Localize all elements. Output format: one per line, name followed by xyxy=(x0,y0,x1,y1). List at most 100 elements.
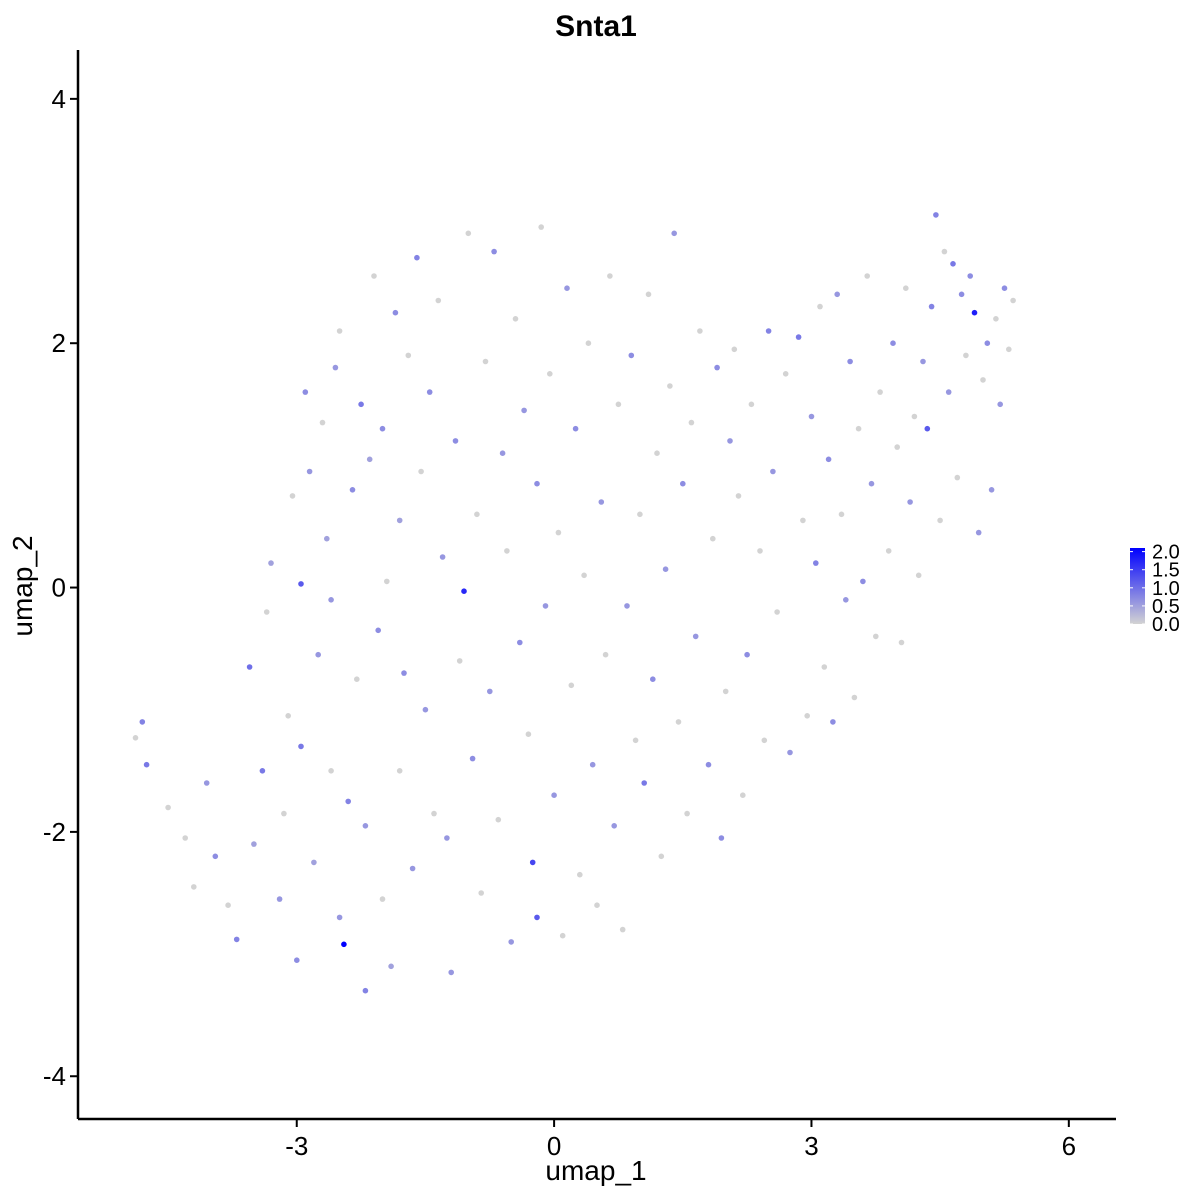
data-point xyxy=(718,835,725,841)
data-point xyxy=(838,511,845,518)
data-point xyxy=(375,627,382,634)
data-point xyxy=(512,316,519,322)
data-point xyxy=(521,407,527,414)
data-point xyxy=(834,291,840,298)
data-point xyxy=(358,401,364,408)
data-point xyxy=(1010,297,1016,304)
chart-title: Snta1 xyxy=(555,10,637,43)
y-tick-label: -2 xyxy=(43,817,66,847)
colorbar-gradient xyxy=(1130,548,1145,624)
data-point xyxy=(684,810,690,817)
data-point xyxy=(813,560,819,566)
data-point xyxy=(401,670,407,676)
data-point xyxy=(761,737,768,744)
data-point xyxy=(928,303,935,310)
y-axis-ticks: -4 -2 0 2 4 xyxy=(43,84,78,1091)
data-point xyxy=(851,694,858,701)
data-point xyxy=(911,413,918,420)
data-point xyxy=(890,340,896,347)
data-point xyxy=(529,859,536,866)
data-point xyxy=(349,487,356,493)
data-point xyxy=(628,352,635,359)
data-point xyxy=(800,517,806,524)
data-point xyxy=(517,639,523,646)
colorbar-label: 0.0 xyxy=(1152,614,1180,636)
data-point xyxy=(945,389,952,395)
data-point xyxy=(920,358,926,365)
colorbar-label: 0.5 xyxy=(1152,596,1180,618)
colorbar-label: 1.5 xyxy=(1152,560,1180,582)
data-point xyxy=(937,517,943,524)
data-point xyxy=(233,936,240,943)
data-point xyxy=(740,792,746,798)
data-point xyxy=(525,731,532,737)
data-point xyxy=(379,425,386,432)
data-point xyxy=(864,273,870,279)
data-point xyxy=(675,719,682,725)
data-point xyxy=(555,529,562,536)
data-point xyxy=(465,230,472,237)
data-point xyxy=(491,248,497,255)
data-point xyxy=(332,364,339,371)
data-point xyxy=(289,493,296,499)
data-point xyxy=(474,511,480,518)
data-point xyxy=(658,853,665,860)
data-point xyxy=(988,487,995,493)
data-point xyxy=(371,273,377,279)
data-point xyxy=(873,633,879,640)
data-point xyxy=(315,651,322,658)
data-point xyxy=(431,810,437,817)
data-point xyxy=(191,884,197,890)
data-point xyxy=(774,609,780,615)
data-point xyxy=(744,651,750,658)
data-point xyxy=(281,810,287,817)
data-point xyxy=(392,309,399,316)
data-point xyxy=(731,346,738,353)
data-point xyxy=(980,377,986,383)
data-point xyxy=(619,926,626,933)
data-point xyxy=(324,535,330,542)
data-point xyxy=(448,969,455,976)
data-point xyxy=(409,865,416,872)
data-point xyxy=(139,719,146,725)
data-point xyxy=(487,688,493,695)
data-point xyxy=(452,438,459,444)
data-point xyxy=(319,419,326,426)
data-point xyxy=(585,340,592,347)
data-point xyxy=(341,941,347,948)
data-point xyxy=(787,749,793,756)
data-point xyxy=(714,364,720,371)
x-tick-label: 6 xyxy=(1062,1131,1076,1161)
data-point xyxy=(547,371,553,377)
data-point xyxy=(388,963,394,970)
data-point xyxy=(482,358,489,365)
data-point xyxy=(551,792,557,798)
data-point xyxy=(263,609,270,615)
data-point xyxy=(825,456,832,463)
data-point xyxy=(259,768,266,774)
data-point xyxy=(354,676,360,682)
data-point xyxy=(843,597,849,603)
data-point xyxy=(1006,346,1012,353)
data-point xyxy=(645,291,652,298)
data-point xyxy=(405,352,412,359)
data-point xyxy=(602,651,609,658)
data-point xyxy=(975,529,982,536)
data-point xyxy=(967,273,973,279)
data-point xyxy=(298,581,304,587)
data-point xyxy=(615,401,622,408)
data-point xyxy=(581,572,587,579)
data-point xyxy=(641,780,647,786)
data-point xyxy=(598,499,605,505)
data-point xyxy=(538,224,544,230)
data-point xyxy=(212,853,219,860)
data-point xyxy=(898,639,905,646)
data-point xyxy=(963,352,969,359)
data-point xyxy=(439,554,446,560)
data-point xyxy=(568,682,575,689)
data-point xyxy=(667,383,673,389)
data-point xyxy=(697,328,703,334)
data-point xyxy=(894,444,900,450)
data-point xyxy=(328,768,334,774)
data-point xyxy=(765,328,772,334)
